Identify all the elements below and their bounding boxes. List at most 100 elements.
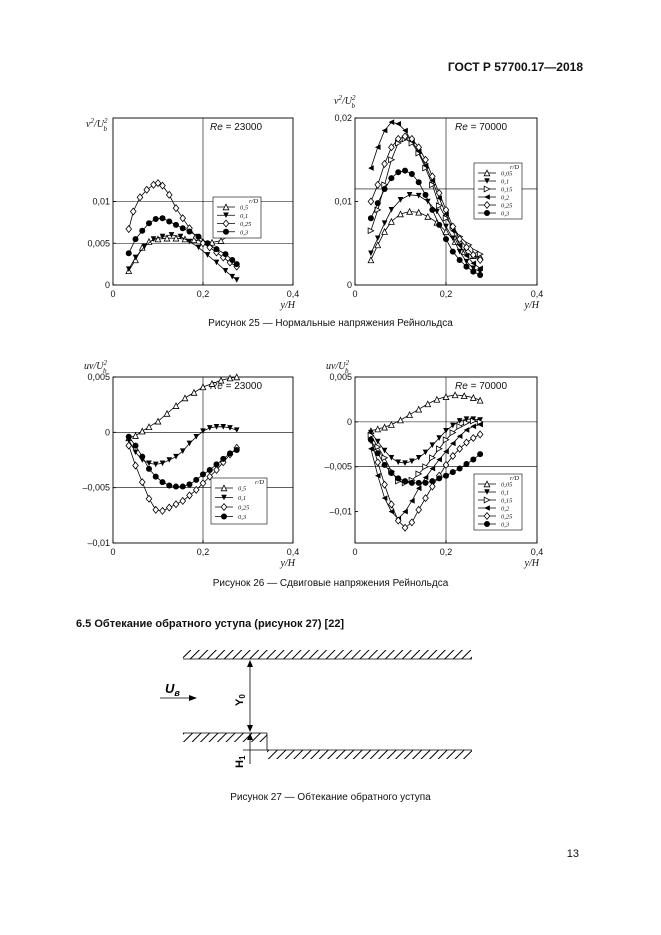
- y0-arrow-bottom: [247, 725, 253, 732]
- data-point: [173, 453, 179, 460]
- data-point: [463, 258, 470, 265]
- data-point: [374, 235, 381, 242]
- data-point: [125, 225, 133, 234]
- data-point: [374, 450, 381, 457]
- data-point: [172, 402, 180, 409]
- x-tick-label: 0,2: [440, 547, 453, 557]
- data-point: [415, 470, 423, 478]
- top-wall-hatch: [183, 650, 472, 659]
- data-point: [368, 429, 374, 436]
- data-point: [143, 185, 151, 194]
- data-point: [443, 472, 449, 479]
- data-point: [368, 445, 374, 452]
- x-tick-label: 0: [110, 547, 115, 557]
- data-point: [422, 494, 429, 503]
- data-point: [422, 479, 429, 486]
- data-point: [429, 454, 437, 462]
- legend-entry: 0,15: [501, 187, 513, 194]
- data-point: [179, 448, 186, 454]
- data-point: [181, 394, 189, 402]
- y-tick-label: 0,01: [334, 197, 352, 207]
- series-line-0-2: [370, 424, 481, 520]
- data-point: [442, 393, 450, 400]
- data-point: [172, 204, 180, 213]
- data-point: [436, 475, 443, 482]
- y0-label: Y0: [234, 694, 247, 706]
- data-point: [443, 223, 449, 230]
- legend-title: r/D: [510, 164, 519, 171]
- data-point: [165, 190, 173, 199]
- data-point: [436, 435, 442, 441]
- data-point: [424, 212, 432, 220]
- data-point: [145, 494, 153, 503]
- series-line-0-3: [128, 217, 238, 265]
- data-point: [208, 379, 216, 387]
- legend-marker: [223, 228, 229, 235]
- data-point: [222, 268, 229, 274]
- data-point: [394, 516, 402, 525]
- data-point: [141, 243, 148, 250]
- data-point: [132, 431, 139, 439]
- legend-marker: [484, 521, 490, 527]
- data-point: [433, 395, 441, 403]
- legend-entry: 0,15: [501, 498, 513, 505]
- data-point: [449, 429, 457, 437]
- data-point: [422, 155, 429, 164]
- data-point: [415, 505, 423, 514]
- data-point: [168, 232, 175, 238]
- legend-box: [473, 473, 523, 531]
- inflow-arrowhead: [189, 695, 197, 701]
- data-point: [381, 159, 388, 168]
- y-tick-label: 0: [105, 427, 110, 437]
- x-tick-label: 0: [352, 289, 357, 299]
- data-point: [406, 410, 414, 418]
- reynolds-annotation: Re = 70000: [455, 381, 507, 392]
- data-point: [233, 427, 240, 433]
- data-point: [200, 471, 206, 478]
- data-point: [165, 503, 173, 512]
- data-point: [442, 205, 450, 214]
- data-point: [159, 181, 166, 190]
- y-axis-label: uv/U2 b: [326, 359, 349, 375]
- data-point: [470, 417, 477, 425]
- data-point: [435, 445, 443, 453]
- data-point: [429, 482, 436, 491]
- legend-entry: 0,2: [501, 506, 510, 513]
- data-point: [442, 460, 450, 469]
- data-point: [463, 438, 470, 447]
- data-point: [469, 393, 477, 401]
- y-tick-label: 0: [347, 280, 352, 290]
- data-point: [388, 508, 395, 515]
- data-point: [152, 461, 159, 468]
- legend-entry: 0,1: [238, 495, 246, 502]
- data-point: [402, 478, 409, 485]
- data-point: [470, 268, 477, 275]
- legend-entry: 0,05: [501, 482, 513, 489]
- y-tick-label: –0,005: [82, 483, 110, 493]
- legend-marker: [484, 210, 490, 216]
- data-point: [388, 454, 395, 461]
- data-point: [388, 119, 395, 125]
- data-point: [406, 192, 413, 198]
- data-point: [132, 449, 139, 456]
- data-point: [476, 430, 484, 439]
- data-point: [415, 208, 423, 216]
- data-point: [395, 459, 402, 466]
- data-point: [150, 236, 157, 242]
- data-point: [394, 134, 402, 143]
- data-point: [374, 180, 382, 189]
- data-point: [192, 485, 200, 494]
- data-point: [132, 254, 139, 261]
- bottom-wall-hatch: [267, 750, 472, 759]
- data-point: [154, 235, 162, 243]
- legend-entry: 0,3: [501, 211, 510, 218]
- data-point: [395, 121, 402, 127]
- legend-entry: 0,3: [238, 514, 247, 521]
- data-point: [408, 170, 415, 177]
- data-point: [415, 143, 423, 152]
- data-point: [435, 189, 443, 198]
- data-point: [449, 469, 456, 476]
- data-point: [163, 234, 171, 242]
